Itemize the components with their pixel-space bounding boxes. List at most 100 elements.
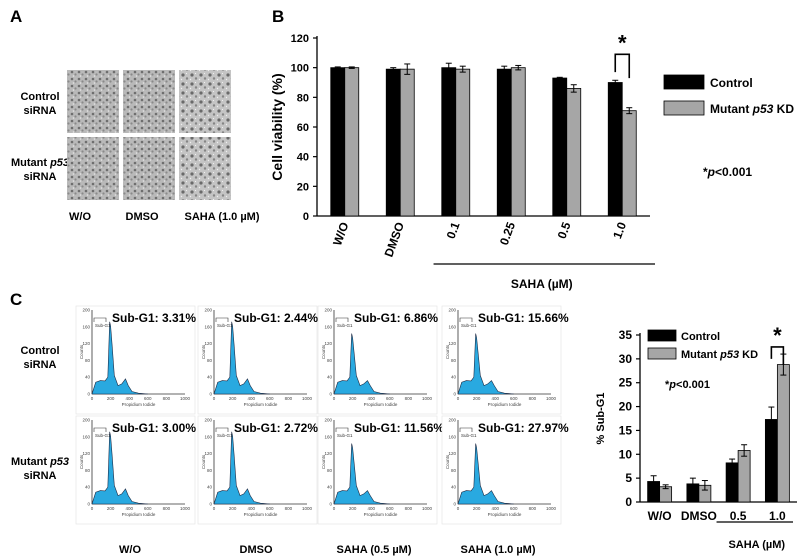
flow-hist-r2-c4-xtick-2: 400 (491, 506, 499, 511)
flow-hist-r2-c1: 0 40 80 120 160 200 0 200 400 600 800 1000 Counts Pro… (75, 415, 196, 525)
flow-hist-r1-c3-xtick-0: 0 (333, 396, 336, 401)
flow-hist-r2-c2-ytick-4: 160 (204, 434, 212, 439)
flow-hist-r2-c4-subg1-value: Sub-G1: 27.97% (478, 421, 569, 435)
viability-sig-star: * (618, 30, 627, 55)
subg1-legend-label-0-part-0: Control (681, 331, 720, 343)
flow-hist-r2-c1-ylabel: Counts (79, 454, 84, 469)
viability-legend-label-1: Mutant p53 KD (710, 102, 794, 116)
flow-hist-r2-c2-subg1-value: Sub-G1: 2.72% (234, 421, 318, 435)
flow-hist-r1-c4-ytick-3: 120 (448, 341, 456, 346)
flow-hist-r2-c2-ytick-0: 0 (209, 502, 212, 507)
flow-hist-r1-c3: 0 40 80 120 160 200 0 200 400 600 800 1000 Counts Pro… (317, 305, 438, 415)
flow-hist-r1-c3-ytick-1: 40 (327, 375, 333, 380)
flow-hist-r1-c1-ytick-2: 80 (85, 358, 91, 363)
flow-hist-r1-c1-xtick-4: 800 (163, 396, 171, 401)
flow-hist-r2-c2-histogram (213, 431, 270, 505)
micrograph-control-saha (179, 70, 231, 133)
micro-row-label-2-line2: siRNA (23, 171, 56, 183)
flow-hist-r1-c2-xtick-1: 200 (229, 396, 237, 401)
viability-legend-swatch-0 (663, 74, 705, 90)
viability-ytick-label-5: 100 (291, 63, 309, 75)
flow-hist-r1-c1-xtick-0: 0 (91, 396, 94, 401)
flow-hist-r1-c3-histogram (333, 333, 390, 395)
flow-hist-r1-c4-gate (459, 317, 473, 322)
subg1-ytick-label-1: 5 (625, 471, 632, 485)
flow-hist-r2-c4: 0 40 80 120 160 200 0 200 400 600 800 1000 Counts Pro… (441, 415, 569, 525)
flow-row-label-2-mutant: Mutant (11, 456, 50, 468)
flow-hist-r2-c1-xtick-0: 0 (91, 506, 94, 511)
flow-hist-r2-c3-xlabel: Propidium Iodide (364, 512, 398, 517)
flow-hist-r2-c3-ytick-3: 120 (324, 451, 332, 456)
subg1-pvalue-note: *p<0.001 (665, 379, 710, 391)
subg1-ytick-label-4: 20 (619, 400, 633, 414)
flow-hist-r2-c1-xtick-4: 800 (163, 506, 171, 511)
flow-hist-r2-c1-gate (93, 427, 107, 432)
flow-hist-r1-c1-ytick-5: 200 (82, 308, 90, 313)
viability-bar-s1-c2 (455, 68, 471, 217)
flow-hist-r2-c3-xtick-2: 400 (367, 506, 375, 511)
flow-hist-r1-c1-histogram (91, 321, 148, 395)
flow-hist-r2-c3-ytick-5: 200 (324, 418, 332, 423)
subg1-cat-label-3: 1.0 (769, 509, 786, 523)
flow-hist-r1-c3-ytick-0: 0 (329, 392, 332, 397)
flow-hist-r1-c4-ytick-0: 0 (453, 392, 456, 397)
flow-hist-r2-c2-ytick-2: 80 (207, 468, 213, 473)
flow-hist-r1-c3-xlabel: Propidium Iodide (364, 402, 398, 407)
flow-hist-r1-c1-subg1-value: Sub-G1: 3.31% (112, 311, 196, 325)
flow-hist-r2-c3-xtick-5: 1000 (422, 506, 433, 511)
flow-hist-r2-c1-ytick-1: 40 (85, 485, 91, 490)
flow-hist-r2-c2-gate-label: Sub-G1 (217, 433, 233, 438)
flow-hist-r2-c3-frame (317, 415, 438, 525)
viability-pvalue-note-part-2: <0.001 (715, 165, 752, 179)
viability-bar-s1-c4 (566, 88, 582, 217)
viability-cat-label-5: 1.0 (610, 220, 629, 241)
flow-hist-r1-c4-ytick-4: 160 (448, 324, 456, 329)
flow-hist-r1-c2-subg1-value: Sub-G1: 2.44% (234, 311, 318, 325)
flow-hist-r2-c4-ytick-5: 200 (448, 418, 456, 423)
flow-hist-r2-c2-ylabel: Counts (201, 454, 206, 469)
subg1-legend-swatch-1 (647, 347, 677, 360)
flow-hist-r1-c3-ytick-3: 120 (324, 341, 332, 346)
flow-col-label-saha05: SAHA (0.5 µM) (337, 544, 412, 556)
flow-hist-r1-c2-ytick-4: 160 (204, 324, 212, 329)
viability-bar-s0-c4 (552, 77, 568, 217)
flow-col-label-wo: W/O (119, 544, 141, 556)
viability-ytick-label-6: 120 (291, 33, 309, 45)
flow-hist-r1-c4-xtick-4: 800 (529, 396, 537, 401)
viability-bar-s1-c5 (621, 110, 637, 217)
panel-c-letter: C (10, 290, 22, 309)
viability-legend-label-1-part-0: Mutant (710, 102, 753, 116)
viability-legend-label-1-part-2: KD (773, 102, 794, 116)
viability-ylabel: Cell viability (%) (269, 73, 285, 180)
flow-hist-r2-c3-xtick-0: 0 (333, 506, 336, 511)
flow-hist-r1-c1-ytick-0: 0 (87, 392, 90, 397)
subg1-ytick-label-0: 0 (625, 495, 632, 509)
flow-hist-r1-c1-ytick-1: 40 (85, 375, 91, 380)
panel-a-letter: A (10, 7, 22, 26)
flow-hist-r1-c2: 0 40 80 120 160 200 0 200 400 600 800 1000 Counts Pro… (197, 305, 318, 415)
flow-hist-r2-c3: 0 40 80 120 160 200 0 200 400 600 800 1000 Counts Pro… (317, 415, 444, 525)
flow-col-label-dmso: DMSO (240, 544, 273, 556)
viability-cat-label-1: DMSO (382, 220, 407, 259)
flow-hist-r1-c3-ytick-5: 200 (324, 308, 332, 313)
flow-hist-r2-c2-xtick-1: 200 (229, 506, 237, 511)
flow-hist-r1-c2-xtick-3: 600 (266, 396, 274, 401)
flow-hist-r1-c4-subg1-value: Sub-G1: 15.66% (478, 311, 569, 325)
flow-col-label-saha10: SAHA (1.0 µM) (461, 544, 536, 556)
subg1-bar-s0-c2 (725, 462, 739, 503)
viability-bar-s0-c3 (496, 68, 512, 217)
subg1-cat-label-0: W/O (648, 509, 672, 523)
flow-hist-r2-c4-xlabel: Propidium Iodide (488, 512, 522, 517)
flow-hist-r1-c4: 0 40 80 120 160 200 0 200 400 600 800 1000 Counts Pro… (441, 305, 569, 415)
flow-hist-r1-c1-gate (93, 317, 107, 322)
flow-hist-r2-c4-histogram (457, 443, 514, 505)
flow-hist-r2-c4-ytick-4: 160 (448, 434, 456, 439)
flow-hist-r1-c2-gate (215, 317, 229, 322)
flow-row-label-1-line2: siRNA (23, 359, 56, 371)
flow-hist-r1-c3-subg1-value: Sub-G1: 6.86% (354, 311, 438, 325)
flow-hist-r2-c1-xtick-5: 1000 (180, 506, 191, 511)
flow-hist-r1-c4-xtick-5: 1000 (546, 396, 557, 401)
subg1-ytick-label-6: 30 (619, 352, 633, 366)
micro-row-label-2-p53: p53 (49, 157, 69, 169)
viability-legend-label-1-part-1: p53 (752, 102, 774, 116)
